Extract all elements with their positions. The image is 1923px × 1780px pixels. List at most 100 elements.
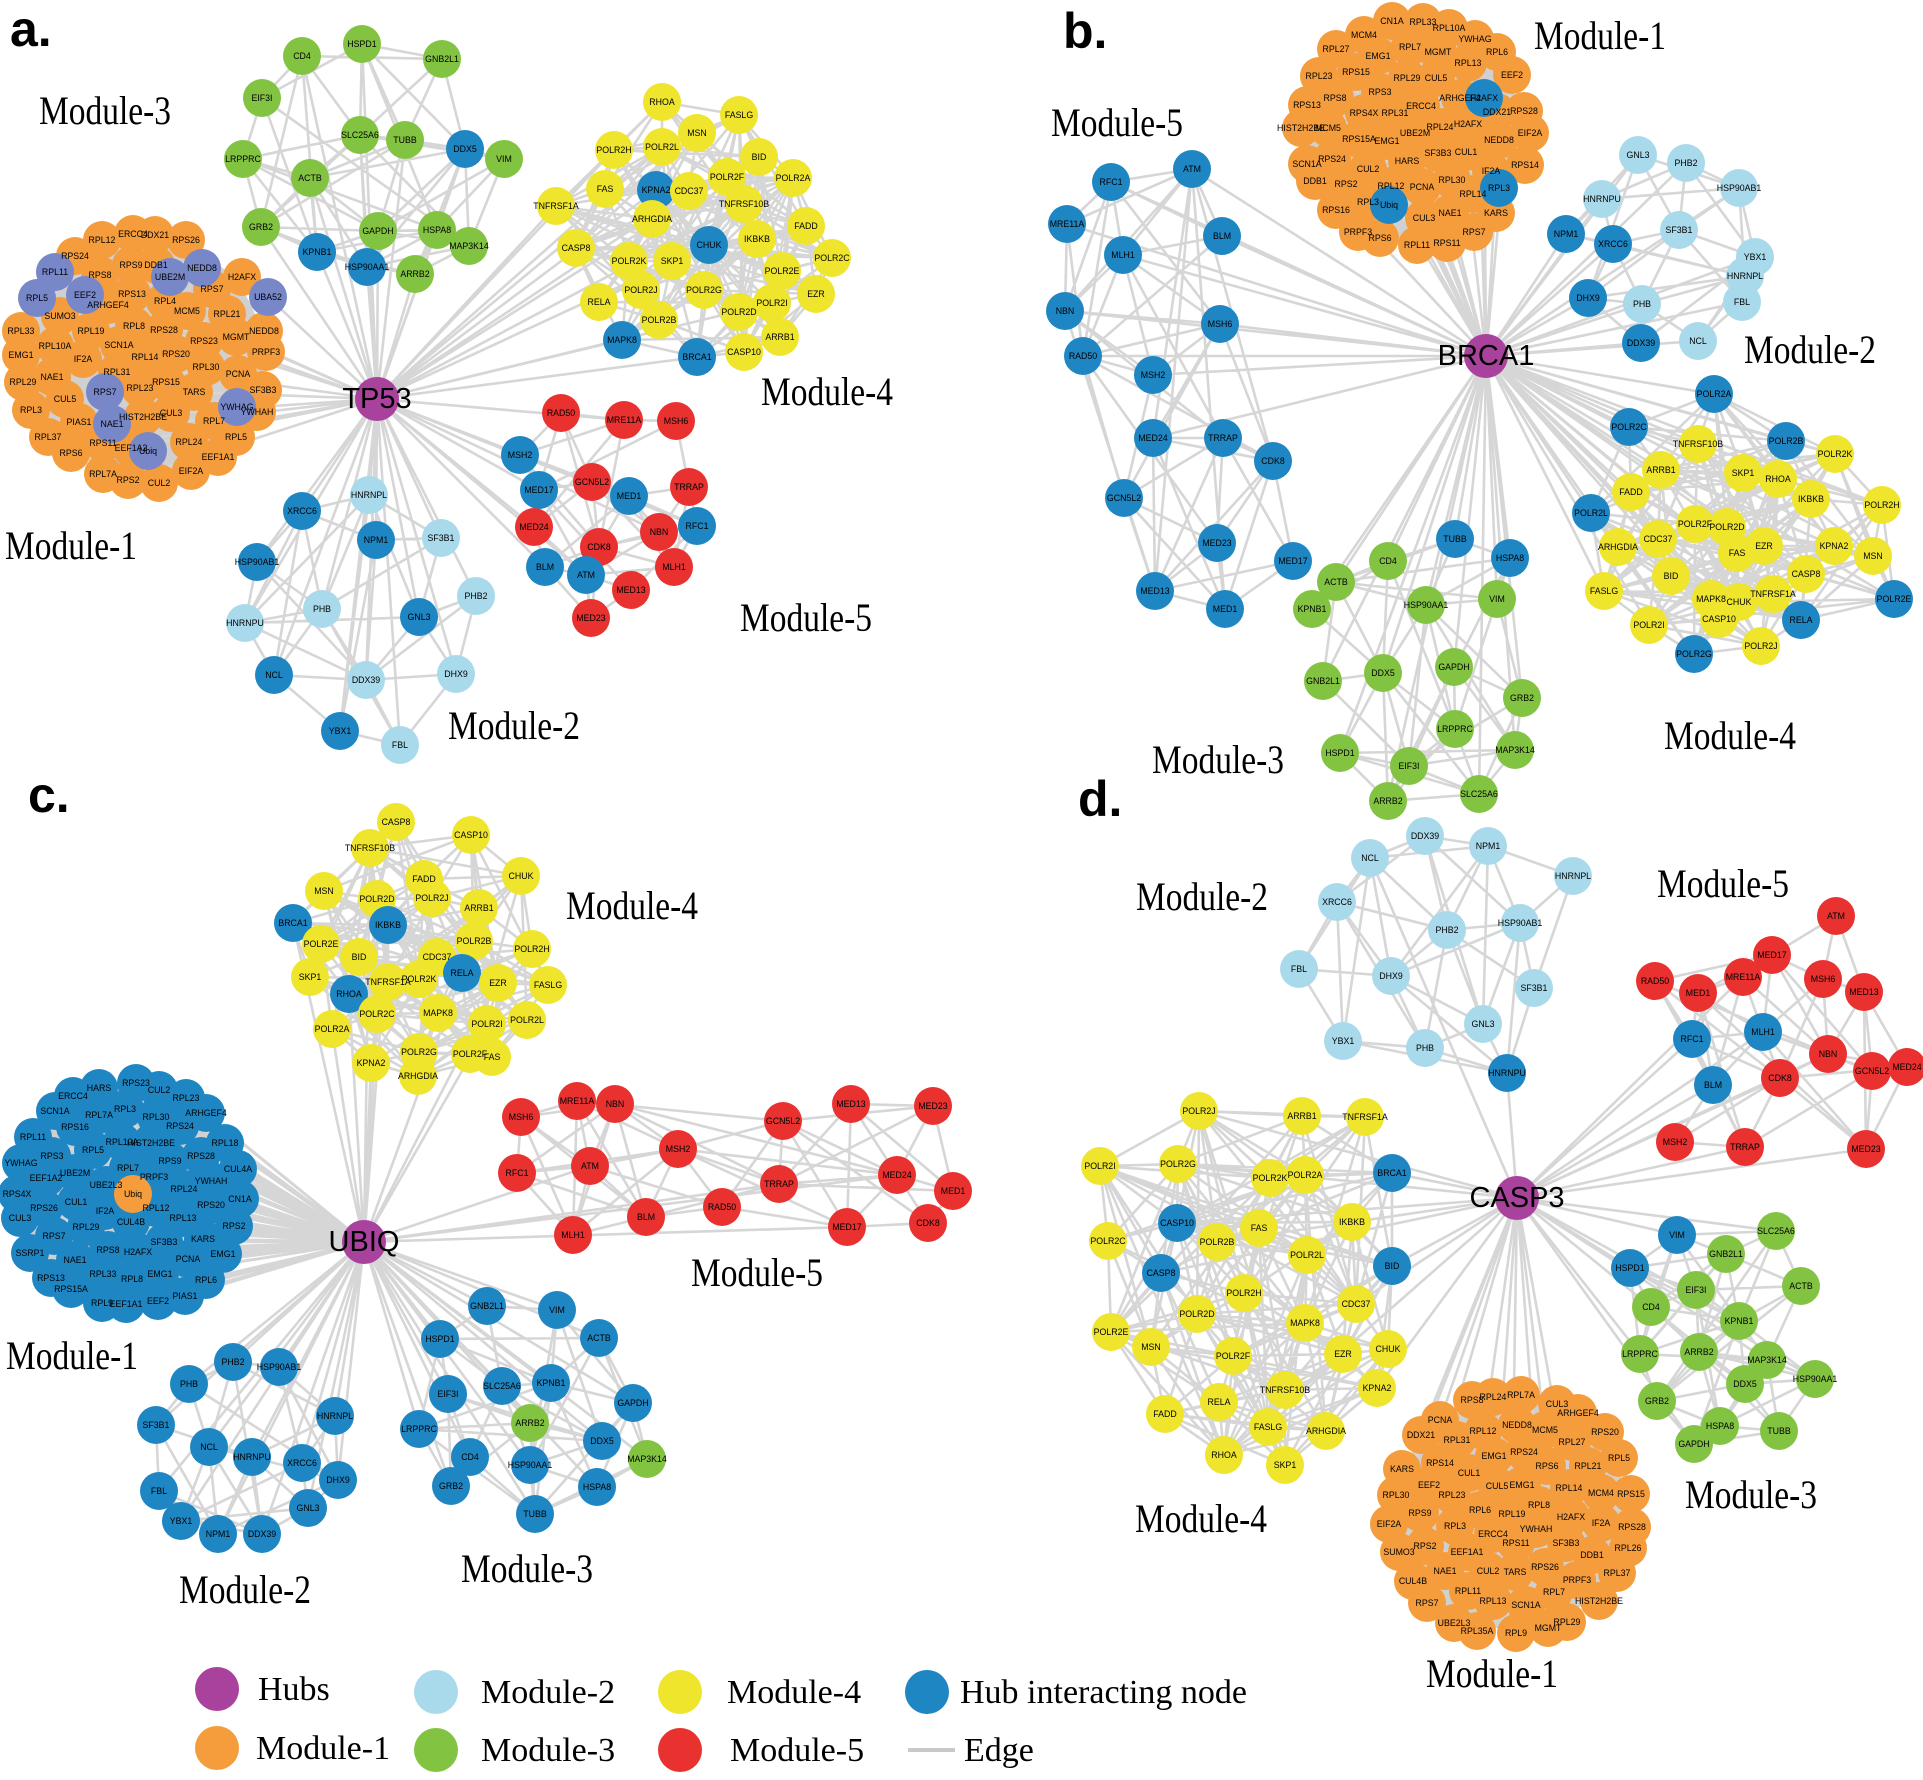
svg-text:FADD: FADD <box>412 874 435 884</box>
svg-text:SKP1: SKP1 <box>299 972 322 982</box>
svg-text:TUBB: TUBB <box>1767 1426 1791 1436</box>
svg-text:MSN: MSN <box>1863 551 1883 561</box>
svg-text:HIST2H2BE: HIST2H2BE <box>1575 1596 1623 1606</box>
svg-text:RPS28: RPS28 <box>187 1151 215 1161</box>
svg-text:RELA: RELA <box>588 297 611 307</box>
svg-text:POLR2D: POLR2D <box>1179 1309 1214 1319</box>
svg-text:POLR2F: POLR2F <box>1678 519 1713 529</box>
svg-text:TNFRSF1A: TNFRSF1A <box>365 977 411 987</box>
svg-text:TUBB: TUBB <box>393 135 417 145</box>
svg-text:RAD50: RAD50 <box>1069 351 1097 361</box>
svg-text:POLR2G: POLR2G <box>1160 1159 1196 1169</box>
svg-text:SF3B3: SF3B3 <box>1425 148 1452 158</box>
svg-text:DDB1: DDB1 <box>1580 1550 1604 1560</box>
svg-text:EEF1A2: EEF1A2 <box>30 1173 63 1183</box>
svg-text:NEDD8: NEDD8 <box>249 326 279 336</box>
svg-text:POLR2F: POLR2F <box>710 172 745 182</box>
svg-text:BID: BID <box>1385 1261 1400 1271</box>
svg-text:MED1: MED1 <box>941 1186 966 1196</box>
svg-text:LRPPRC: LRPPRC <box>225 154 261 164</box>
svg-text:RPS26: RPS26 <box>30 1203 58 1213</box>
svg-text:POLR2B: POLR2B <box>457 936 492 946</box>
svg-text:KPNA2: KPNA2 <box>1363 1383 1392 1393</box>
svg-text:RPS24: RPS24 <box>1510 1447 1538 1457</box>
svg-text:Ubiq: Ubiq <box>124 1189 142 1199</box>
svg-text:RPL35A: RPL35A <box>1461 1626 1494 1636</box>
svg-text:NAE1: NAE1 <box>1439 208 1462 218</box>
svg-text:RPL5: RPL5 <box>1608 1453 1630 1463</box>
svg-text:CUL4B: CUL4B <box>117 1217 145 1227</box>
svg-text:RPL24: RPL24 <box>176 437 203 447</box>
svg-text:DDX39: DDX39 <box>1627 338 1655 348</box>
svg-text:GAPDH: GAPDH <box>362 226 393 236</box>
svg-text:H2AFX: H2AFX <box>1470 93 1498 103</box>
svg-text:MAPK8: MAPK8 <box>1290 1318 1320 1328</box>
svg-text:POLR2A: POLR2A <box>1697 389 1732 399</box>
svg-text:HSPD1: HSPD1 <box>425 1334 454 1344</box>
svg-text:MAP3K14: MAP3K14 <box>1495 745 1535 755</box>
svg-text:MRE11A: MRE11A <box>1726 972 1761 982</box>
svg-text:ACTB: ACTB <box>1324 577 1348 587</box>
svg-text:FAS: FAS <box>1251 1223 1268 1233</box>
svg-text:RPL14: RPL14 <box>1556 1483 1583 1493</box>
svg-text:SUMO3: SUMO3 <box>1383 1547 1414 1557</box>
svg-text:POLR2B: POLR2B <box>642 315 677 325</box>
svg-text:HSP90AA1: HSP90AA1 <box>508 1460 553 1470</box>
svg-text:NCL: NCL <box>265 670 283 680</box>
svg-text:MED23: MED23 <box>576 613 605 623</box>
svg-text:RPL5: RPL5 <box>82 1145 104 1155</box>
svg-text:HSP90AA1: HSP90AA1 <box>345 262 390 272</box>
svg-text:GAPDH: GAPDH <box>1438 662 1469 672</box>
svg-text:NAE1: NAE1 <box>1434 1566 1457 1576</box>
svg-text:DDX39: DDX39 <box>1411 831 1439 841</box>
svg-text:MSH6: MSH6 <box>664 416 689 426</box>
svg-text:YWHAG: YWHAG <box>220 402 253 412</box>
svg-text:Module-5: Module-5 <box>1051 100 1183 145</box>
svg-text:PRPF3: PRPF3 <box>1344 227 1372 237</box>
svg-text:DDB1: DDB1 <box>144 260 168 270</box>
svg-text:RPS3: RPS3 <box>41 1151 64 1161</box>
svg-text:RPS6: RPS6 <box>1369 233 1392 243</box>
svg-text:RPL19: RPL19 <box>1499 1509 1526 1519</box>
svg-text:CHUK: CHUK <box>509 871 534 881</box>
svg-text:NBN: NBN <box>1056 306 1075 316</box>
svg-text:MED1: MED1 <box>1686 988 1711 998</box>
svg-text:RPS11: RPS11 <box>89 438 116 448</box>
svg-text:GRB2: GRB2 <box>1645 1396 1669 1406</box>
svg-text:KPNB1: KPNB1 <box>303 247 332 257</box>
svg-text:BLM: BLM <box>1213 231 1231 241</box>
svg-text:HSP90AB1: HSP90AB1 <box>1717 183 1762 193</box>
svg-text:ARHGEF4: ARHGEF4 <box>1439 93 1481 103</box>
svg-text:CHUK: CHUK <box>1376 1344 1401 1354</box>
svg-text:VIM: VIM <box>1489 594 1505 604</box>
svg-text:XRCC6: XRCC6 <box>287 506 317 516</box>
svg-text:IF2A: IF2A <box>1592 1518 1611 1528</box>
svg-text:RPS9: RPS9 <box>159 1156 182 1166</box>
svg-text:NPM1: NPM1 <box>364 535 389 545</box>
svg-text:FBL: FBL <box>151 1486 167 1496</box>
svg-text:ACTB: ACTB <box>587 1333 611 1343</box>
svg-text:MED13: MED13 <box>1849 987 1878 997</box>
svg-text:RPL3: RPL3 <box>114 1104 136 1114</box>
svg-text:MSN: MSN <box>314 886 334 896</box>
svg-text:GNL3: GNL3 <box>297 1503 320 1513</box>
svg-text:POLR2H: POLR2H <box>1226 1288 1261 1298</box>
svg-text:HSPA8: HSPA8 <box>1706 1421 1734 1431</box>
svg-text:RPL8: RPL8 <box>1528 1500 1550 1510</box>
svg-text:MED13: MED13 <box>836 1099 865 1109</box>
svg-text:RPL30: RPL30 <box>1383 1490 1410 1500</box>
svg-text:MED17: MED17 <box>1278 556 1307 566</box>
svg-text:HSP90AB1: HSP90AB1 <box>257 1362 302 1372</box>
svg-text:MAPK8: MAPK8 <box>607 335 637 345</box>
svg-text:EEF2: EEF2 <box>1501 70 1523 80</box>
svg-text:CUL2: CUL2 <box>148 478 171 488</box>
svg-text:RPS26: RPS26 <box>172 235 200 245</box>
svg-text:HSPD1: HSPD1 <box>347 39 376 49</box>
svg-text:RPS4X: RPS4X <box>3 1189 32 1199</box>
svg-text:CUL4B: CUL4B <box>1399 1576 1427 1586</box>
svg-text:GNL3: GNL3 <box>1472 1019 1495 1029</box>
svg-text:HSP90AB1: HSP90AB1 <box>1498 918 1543 928</box>
svg-text:TNFRSF10B: TNFRSF10B <box>1260 1385 1310 1395</box>
svg-text:NBN: NBN <box>650 527 669 537</box>
svg-text:POLR2G: POLR2G <box>401 1047 437 1057</box>
